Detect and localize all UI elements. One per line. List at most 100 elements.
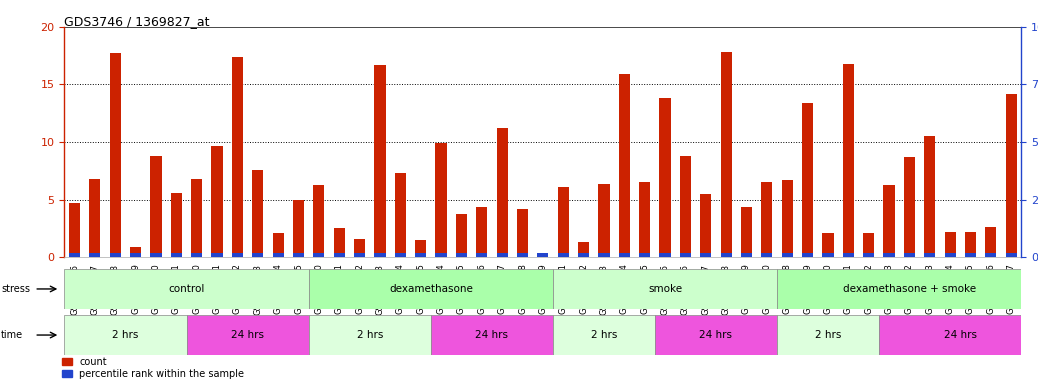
Bar	[293, 253, 304, 257]
Bar	[965, 232, 976, 257]
Bar	[985, 227, 996, 257]
Bar	[517, 253, 528, 257]
Bar	[273, 233, 283, 257]
Bar	[557, 253, 569, 257]
Bar	[879, 315, 1038, 355]
Bar	[415, 240, 427, 257]
Bar	[782, 253, 793, 257]
Bar	[639, 182, 650, 257]
Bar	[333, 253, 345, 257]
Bar	[741, 253, 753, 257]
Bar	[720, 253, 732, 257]
Bar	[496, 253, 508, 257]
Text: dexamethasone + smoke: dexamethasone + smoke	[843, 284, 976, 294]
Bar	[130, 253, 141, 257]
Bar	[354, 253, 365, 257]
Bar	[945, 253, 956, 257]
Text: 2 hrs: 2 hrs	[815, 330, 841, 340]
Bar	[231, 253, 243, 257]
Bar	[110, 253, 120, 257]
Bar	[476, 253, 488, 257]
Bar	[89, 253, 101, 257]
Text: 2 hrs: 2 hrs	[591, 330, 618, 340]
Bar	[130, 247, 141, 257]
Bar	[538, 253, 548, 257]
Bar	[456, 253, 467, 257]
Text: 24 hrs: 24 hrs	[475, 330, 509, 340]
Bar	[151, 253, 162, 257]
Text: stress: stress	[1, 284, 30, 294]
Bar	[655, 315, 777, 355]
Text: time: time	[1, 330, 23, 340]
Bar	[619, 253, 630, 257]
Bar	[985, 253, 996, 257]
Bar	[680, 253, 691, 257]
Bar	[69, 253, 80, 257]
Bar	[191, 179, 202, 257]
Bar	[170, 253, 182, 257]
Bar	[436, 143, 446, 257]
Bar	[883, 253, 895, 257]
Bar	[680, 156, 691, 257]
Bar	[924, 136, 935, 257]
Bar	[191, 253, 202, 257]
Bar	[802, 103, 813, 257]
Bar	[151, 156, 162, 257]
Bar	[659, 253, 671, 257]
Bar	[436, 253, 446, 257]
Bar	[293, 200, 304, 257]
Bar	[659, 98, 671, 257]
Text: dexamethasone: dexamethasone	[389, 284, 473, 294]
Bar	[945, 232, 956, 257]
Bar	[308, 315, 431, 355]
Bar	[252, 253, 264, 257]
Text: smoke: smoke	[648, 284, 682, 294]
Bar	[619, 74, 630, 257]
Text: GDS3746 / 1369827_at: GDS3746 / 1369827_at	[64, 15, 210, 28]
Bar	[782, 180, 793, 257]
Bar	[802, 253, 813, 257]
Bar	[639, 253, 650, 257]
Bar	[1006, 253, 1017, 257]
Bar	[598, 184, 609, 257]
Bar	[843, 253, 854, 257]
Legend: count, percentile rank within the sample: count, percentile rank within the sample	[62, 357, 245, 379]
Bar	[308, 269, 553, 309]
Bar	[761, 182, 772, 257]
Bar	[212, 146, 223, 257]
Bar	[187, 315, 308, 355]
Bar	[273, 253, 283, 257]
Bar	[375, 65, 385, 257]
Text: 24 hrs: 24 hrs	[231, 330, 264, 340]
Bar	[496, 128, 508, 257]
Bar	[394, 253, 406, 257]
Bar	[313, 185, 325, 257]
Bar	[843, 64, 854, 257]
Bar	[375, 253, 385, 257]
Bar	[701, 194, 711, 257]
Bar	[456, 214, 467, 257]
Bar	[231, 57, 243, 257]
Bar	[701, 253, 711, 257]
Text: 24 hrs: 24 hrs	[700, 330, 733, 340]
Bar	[777, 315, 879, 355]
Bar	[538, 255, 548, 257]
Bar	[64, 269, 308, 309]
Bar	[578, 242, 590, 257]
Bar	[170, 193, 182, 257]
Bar	[822, 253, 834, 257]
Bar	[741, 207, 753, 257]
Bar	[904, 157, 916, 257]
Bar	[598, 253, 609, 257]
Bar	[863, 233, 874, 257]
Bar	[69, 203, 80, 257]
Bar	[89, 179, 101, 257]
Bar	[431, 315, 553, 355]
Bar	[333, 228, 345, 257]
Bar	[777, 269, 1038, 309]
Bar	[110, 53, 120, 257]
Bar	[883, 185, 895, 257]
Text: 2 hrs: 2 hrs	[112, 330, 139, 340]
Bar	[313, 253, 325, 257]
Bar	[415, 253, 427, 257]
